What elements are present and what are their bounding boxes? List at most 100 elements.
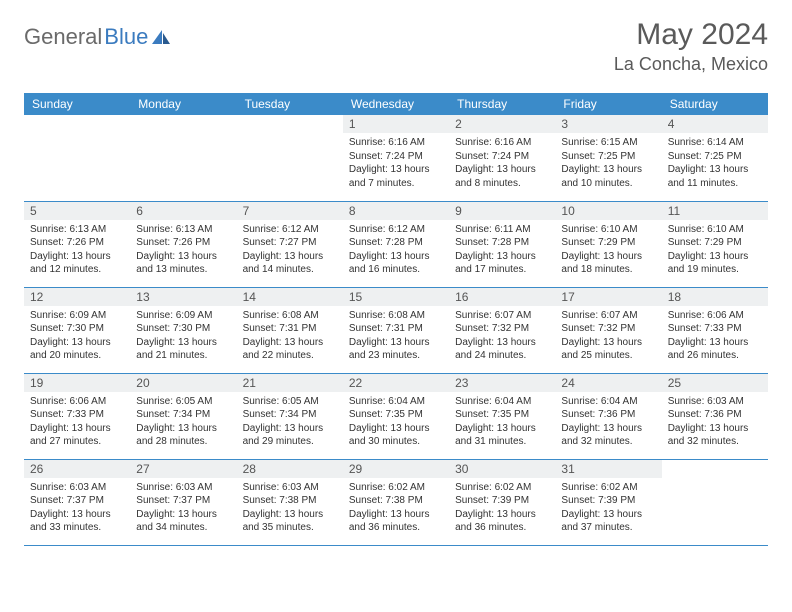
sunrise-line: Sunrise: 6:04 AM <box>455 395 549 409</box>
day-details: Sunrise: 6:04 AMSunset: 7:35 PMDaylight:… <box>343 392 449 455</box>
day-details: Sunrise: 6:09 AMSunset: 7:30 PMDaylight:… <box>130 306 236 369</box>
day-number: 27 <box>130 460 236 478</box>
day-cell: 15Sunrise: 6:08 AMSunset: 7:31 PMDayligh… <box>343 287 449 373</box>
day-details: Sunrise: 6:10 AMSunset: 7:29 PMDaylight:… <box>555 220 661 283</box>
day-details: Sunrise: 6:08 AMSunset: 7:31 PMDaylight:… <box>237 306 343 369</box>
daylight-line: Daylight: 13 hours and 13 minutes. <box>136 250 230 277</box>
sunrise-line: Sunrise: 6:08 AM <box>243 309 337 323</box>
day-number: 11 <box>662 202 768 220</box>
sunset-line: Sunset: 7:25 PM <box>668 150 762 164</box>
sunrise-line: Sunrise: 6:02 AM <box>561 481 655 495</box>
day-number: 12 <box>24 288 130 306</box>
week-row: 26Sunrise: 6:03 AMSunset: 7:37 PMDayligh… <box>24 459 768 545</box>
daylight-line: Daylight: 13 hours and 22 minutes. <box>243 336 337 363</box>
calendar-table: SundayMondayTuesdayWednesdayThursdayFrid… <box>24 93 768 546</box>
sunrise-line: Sunrise: 6:16 AM <box>349 136 443 150</box>
day-cell: 17 Sunrise: 6:07 AMSunset: 7:32 PMDayligh… <box>555 287 661 373</box>
day-details: Sunrise: 6:11 AMSunset: 7:28 PMDaylight:… <box>449 220 555 283</box>
sunset-line: Sunset: 7:30 PM <box>30 322 124 336</box>
sunrise-line: Sunrise: 6:07 AM <box>455 309 549 323</box>
day-cell: 1Sunrise: 6:16 AMSunset: 7:24 PMDaylight… <box>343 115 449 201</box>
sunset-line: Sunset: 7:34 PM <box>243 408 337 422</box>
day-number: 1 <box>343 115 449 133</box>
daylight-line: Daylight: 13 hours and 16 minutes. <box>349 250 443 277</box>
day-cell: 31Sunrise: 6:02 AMSunset: 7:39 PMDayligh… <box>555 459 661 545</box>
daylight-line: Daylight: 13 hours and 10 minutes. <box>561 163 655 190</box>
sunset-line: Sunset: 7:35 PM <box>349 408 443 422</box>
daylight-line: Daylight: 13 hours and 17 minutes. <box>455 250 549 277</box>
empty-cell <box>662 459 768 545</box>
day-cell: 21Sunrise: 6:05 AMSunset: 7:34 PMDayligh… <box>237 373 343 459</box>
sunrise-line: Sunrise: 6:12 AM <box>243 223 337 237</box>
sunrise-line: Sunrise: 6:05 AM <box>136 395 230 409</box>
day-number: 31 <box>555 460 661 478</box>
day-cell: 10Sunrise: 6:10 AMSunset: 7:29 PMDayligh… <box>555 201 661 287</box>
day-cell: 13Sunrise: 6:09 AMSunset: 7:30 PMDayligh… <box>130 287 236 373</box>
day-details: Sunrise: 6:12 AMSunset: 7:27 PMDaylight:… <box>237 220 343 283</box>
day-header-tuesday: Tuesday <box>237 93 343 115</box>
empty-cell <box>237 115 343 201</box>
daylight-line: Daylight: 13 hours and 11 minutes. <box>668 163 762 190</box>
daylight-line: Daylight: 13 hours and 25 minutes. <box>561 336 655 363</box>
day-number: 30 <box>449 460 555 478</box>
day-cell: 5Sunrise: 6:13 AMSunset: 7:26 PMDaylight… <box>24 201 130 287</box>
day-details: Sunrise: 6:12 AMSunset: 7:28 PMDaylight:… <box>343 220 449 283</box>
sunset-line: Sunset: 7:29 PM <box>561 236 655 250</box>
day-number: 7 <box>237 202 343 220</box>
sunset-line: Sunset: 7:28 PM <box>455 236 549 250</box>
day-number: 29 <box>343 460 449 478</box>
sunrise-line: Sunrise: 6:06 AM <box>30 395 124 409</box>
day-cell: 14Sunrise: 6:08 AMSunset: 7:31 PMDayligh… <box>237 287 343 373</box>
day-number: 9 <box>449 202 555 220</box>
day-cell: 28Sunrise: 6:03 AMSunset: 7:38 PMDayligh… <box>237 459 343 545</box>
daylight-line: Daylight: 13 hours and 36 minutes. <box>349 508 443 535</box>
day-number: 28 <box>237 460 343 478</box>
daylight-line: Daylight: 13 hours and 12 minutes. <box>30 250 124 277</box>
sunrise-line: Sunrise: 6:03 AM <box>243 481 337 495</box>
sunrise-line: Sunrise: 6:15 AM <box>561 136 655 150</box>
day-details: Sunrise: 6:16 AMSunset: 7:24 PMDaylight:… <box>343 133 449 196</box>
sunrise-line: Sunrise: 6:04 AM <box>349 395 443 409</box>
sunrise-line: Sunrise: 6:07 AM <box>561 309 655 323</box>
sunset-line: Sunset: 7:38 PM <box>349 494 443 508</box>
daylight-line: Daylight: 13 hours and 20 minutes. <box>30 336 124 363</box>
day-cell: 25Sunrise: 6:03 AMSunset: 7:36 PMDayligh… <box>662 373 768 459</box>
sunrise-line: Sunrise: 6:02 AM <box>349 481 443 495</box>
daylight-line: Daylight: 13 hours and 35 minutes. <box>243 508 337 535</box>
day-number: 22 <box>343 374 449 392</box>
sunrise-line: Sunrise: 6:05 AM <box>243 395 337 409</box>
day-details: Sunrise: 6:02 AMSunset: 7:39 PMDaylight:… <box>449 478 555 541</box>
week-row: 5Sunrise: 6:13 AMSunset: 7:26 PMDaylight… <box>24 201 768 287</box>
day-number: 14 <box>237 288 343 306</box>
sunrise-line: Sunrise: 6:02 AM <box>455 481 549 495</box>
day-cell: 11Sunrise: 6:10 AMSunset: 7:29 PMDayligh… <box>662 201 768 287</box>
day-cell: 20Sunrise: 6:05 AMSunset: 7:34 PMDayligh… <box>130 373 236 459</box>
day-details: Sunrise: 6:05 AMSunset: 7:34 PMDaylight:… <box>237 392 343 455</box>
sunrise-line: Sunrise: 6:14 AM <box>668 136 762 150</box>
sunset-line: Sunset: 7:36 PM <box>668 408 762 422</box>
sunrise-line: Sunrise: 6:16 AM <box>455 136 549 150</box>
day-number: 6 <box>130 202 236 220</box>
daylight-line: Daylight: 13 hours and 8 minutes. <box>455 163 549 190</box>
daylight-line: Daylight: 13 hours and 24 minutes. <box>455 336 549 363</box>
day-cell: 7Sunrise: 6:12 AMSunset: 7:27 PMDaylight… <box>237 201 343 287</box>
sunset-line: Sunset: 7:28 PM <box>349 236 443 250</box>
day-cell: 2Sunrise: 6:16 AMSunset: 7:24 PMDaylight… <box>449 115 555 201</box>
day-number: 25 <box>662 374 768 392</box>
sunset-line: Sunset: 7:31 PM <box>349 322 443 336</box>
logo: GeneralBlue <box>24 24 170 50</box>
sunset-line: Sunset: 7:36 PM <box>561 408 655 422</box>
day-cell: 9Sunrise: 6:11 AMSunset: 7:28 PMDaylight… <box>449 201 555 287</box>
sunrise-line: Sunrise: 6:06 AM <box>668 309 762 323</box>
calendar-body: 1Sunrise: 6:16 AMSunset: 7:24 PMDaylight… <box>24 115 768 545</box>
day-number: 17 <box>555 288 661 306</box>
day-header-friday: Friday <box>555 93 661 115</box>
daylight-line: Daylight: 13 hours and 30 minutes. <box>349 422 443 449</box>
sunset-line: Sunset: 7:37 PM <box>136 494 230 508</box>
sunset-line: Sunset: 7:32 PM <box>561 322 655 336</box>
sunrise-line: Sunrise: 6:12 AM <box>349 223 443 237</box>
sunrise-line: Sunrise: 6:13 AM <box>30 223 124 237</box>
day-number: 10 <box>555 202 661 220</box>
sunrise-line: Sunrise: 6:10 AM <box>668 223 762 237</box>
day-cell: 24Sunrise: 6:04 AMSunset: 7:36 PMDayligh… <box>555 373 661 459</box>
